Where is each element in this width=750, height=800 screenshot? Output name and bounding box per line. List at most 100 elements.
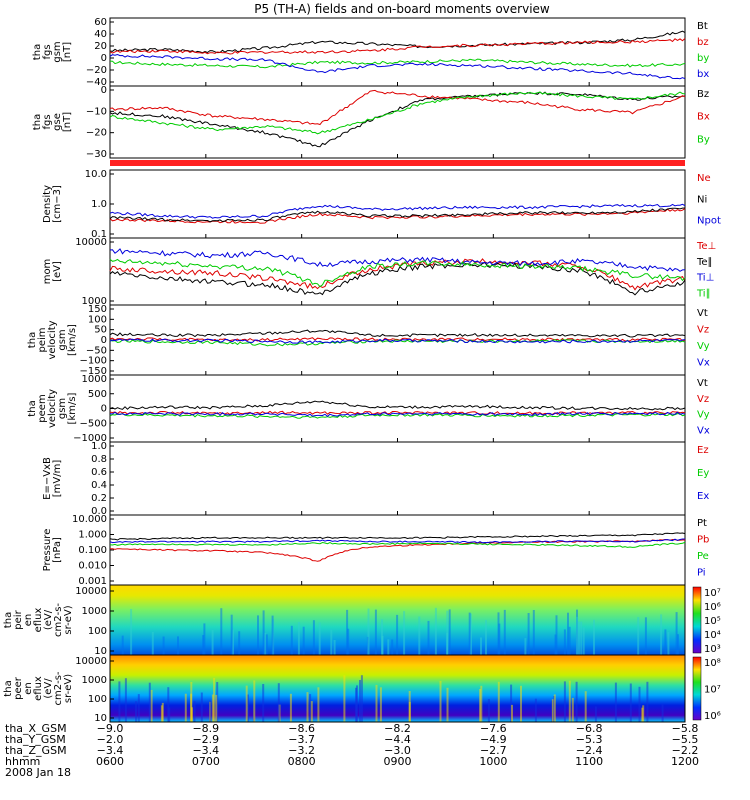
y-label-line: en [23,682,34,695]
spectrogram-streak [584,691,587,722]
panel-frame [109,169,686,239]
y-label-line: cm2-s- [53,671,64,705]
y-label-line: tha [27,332,38,348]
y-tick-label: 0.4 [91,480,107,491]
chart-title: P5 (TH-A) fields and on-board moments ov… [254,2,550,16]
ephemeris-value: −5.3 [576,733,603,746]
spectrogram-streak [211,694,214,722]
y-label-line: Density [42,185,53,223]
ephemeris-label: tha_X_GSM [5,722,67,735]
y-label-line: [km/s] [67,324,78,356]
panel-2: 10.0 1.0 0.1 Density [cm−3] Ne Ni Npot [42,169,721,240]
y-label-line: Pressure [42,529,53,572]
ephemeris-value: −2.9 [192,733,219,746]
ephemeris-value: −4.9 [480,733,507,746]
ephemeris-footer: tha_X_GSM −9.0 −8.9 −8.6 −8.2 −7.6 −6.8 −5.8 tha… [5,722,699,768]
spectrogram-streak [485,620,487,655]
spectrogram-streak [151,632,154,655]
ephemeris-value: −8.2 [384,722,411,735]
footer-hhmm-label: hhmm [5,755,40,768]
y-tick-label: −100 [80,356,107,367]
spectrogram-streak [408,701,411,722]
spectrogram-streak [184,693,187,722]
spectrogram-streak [220,608,223,655]
spectrogram-streak [262,684,265,722]
spectrogram-streak [418,616,421,655]
y-label-line: peem [37,394,48,422]
y-tick-label: 0.001 [78,576,107,587]
spectrogram-streak [448,609,451,655]
spectrogram-streak [446,687,449,722]
spectrogram-streak [568,626,571,655]
spectrogram-streak [571,697,574,722]
ephemeris-value: −8.9 [192,722,219,735]
ephemeris-value: −2.7 [480,744,507,757]
y-label-line: [cm−3] [52,185,63,223]
y-tick-label: 10.0 [85,169,107,180]
spectrogram-streak [121,635,124,655]
ephemeris-value: −2.4 [576,744,603,757]
ephemeris-value: −7.6 [480,722,507,735]
series-line-Bx [109,89,686,126]
spectrogram-streak [289,693,292,722]
y-label-line: E=−VxB [42,457,53,500]
spectrogram-streak [124,678,127,722]
y-tick-label: 20 [94,41,107,52]
ephemeris-label: tha_Y_GSM [5,733,66,746]
spectrogram-streak [367,608,370,655]
legend-entry: Ti∥ [696,288,711,299]
series-line-Vy [109,339,686,347]
y-label-line: eflux [33,676,44,701]
spectrogram-streak [629,683,632,722]
y-tick-label: 10 [94,646,107,657]
spectrogram-streak [487,699,490,722]
spectrogram-streak [190,682,193,722]
y-label-line: velocity [47,389,58,428]
spectrogram-streak [202,635,205,655]
ephemeris-value: −3.2 [288,744,315,757]
colorbar-tick-label: 10⁸ [704,658,721,669]
spectrogram-streak [480,637,482,655]
spectrogram-streak [310,701,313,722]
x-tick-label: 0900 [384,755,412,768]
y-tick-label: 1000 [82,675,107,686]
y-label-line: (eV/ [43,678,54,699]
y-label-line: sr-eV) [63,674,74,703]
flag-bar [110,160,685,166]
y-axis-label: Density [cm−3] [42,185,63,223]
ephemeris-value: −3.0 [384,744,411,757]
y-label-line: [nT] [62,112,73,132]
y-tick-label: −500 [80,418,107,429]
series-line-Npot [109,203,686,219]
y-label-line: gse [52,113,63,131]
y-tick-label: 150 [88,304,107,315]
spectrogram-streak [230,614,233,655]
spectrogram-streak [575,681,578,722]
spectrogram-streak [317,687,320,722]
spectrogram-streak [290,625,293,655]
spectrogram-streak [359,680,361,722]
series-line-Ti⊥ [109,248,686,272]
y-label-line: gsm [52,41,63,62]
y-tick-label: 10 [94,713,107,724]
x-tick-label: 1100 [575,755,603,768]
legend-entry: By [697,134,710,145]
y-tick-label: 100 [88,626,107,637]
spectrogram-streak [232,629,234,655]
spectrogram-streak [265,634,268,655]
series-line-by [109,58,686,69]
y-tick-label: 1000 [82,606,107,617]
y-tick-label: 0 [101,53,107,64]
y-tick-label: 0.1 [91,229,107,240]
y-label-line: fgs [42,114,53,129]
series-line-Vz [109,410,686,416]
legend-entry: Ni [697,194,707,205]
series-line-Ni [109,207,686,223]
spectrogram-streak [594,706,597,722]
legend-entry: Pt [697,518,707,529]
y-tick-label: −20 [86,65,107,76]
legend-entry: Bt [697,21,708,32]
spectrogram-streak [520,685,522,722]
y-label-line: peim [37,327,48,352]
y-tick-label: −50 [86,345,107,356]
